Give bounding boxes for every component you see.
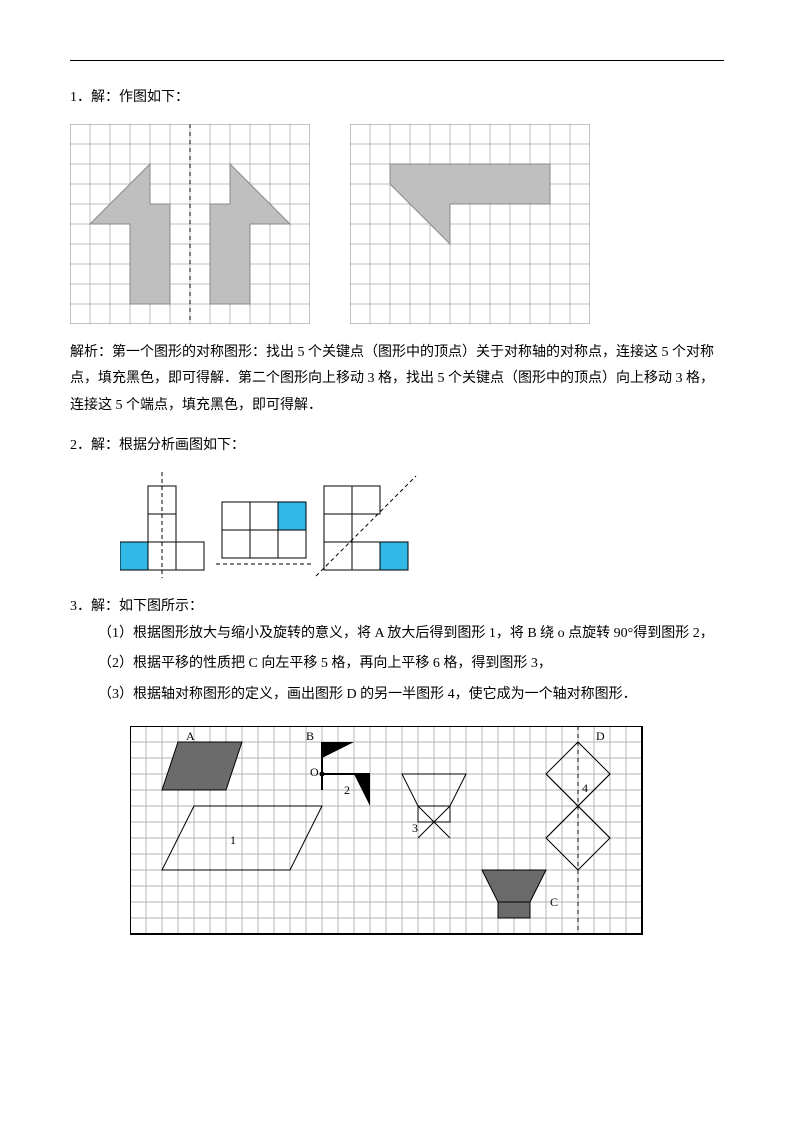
q3-figure: A 1 B O 2 C 3 D 4 (130, 726, 650, 946)
question-3: 3．解：如下图所示： （1）根据图形放大与缩小及旋转的意义，将 A 放大后得到图… (70, 594, 724, 946)
label-C: C (550, 895, 558, 909)
q3-header: 3．解：如下图所示： (70, 594, 724, 621)
label-O: O (310, 765, 319, 779)
q1-header: 1．解：作图如下： (70, 85, 724, 112)
q2-fig3 (316, 476, 416, 576)
q2-fig2 (216, 502, 312, 564)
label-D: D (596, 729, 605, 743)
q3-line1: （1）根据图形放大与缩小及旋转的意义，将 A 放大后得到图形 1，将 B 绕 o… (70, 621, 724, 648)
q1-grid-lshape (350, 124, 590, 324)
q2-figure (120, 470, 420, 580)
label-1: 1 (230, 833, 236, 847)
q1-grid-arrows (70, 124, 310, 324)
q2-fig1 (120, 472, 204, 578)
label-B: B (306, 729, 314, 743)
label-A: A (186, 729, 195, 743)
label-2: 2 (344, 783, 350, 797)
q3-line2: （2）根据平移的性质把 C 向左平移 5 格，再向上平移 6 格，得到图形 3， (70, 651, 724, 678)
question-2: 2．解：根据分析画图如下： (70, 433, 724, 580)
q2-header: 2．解：根据分析画图如下： (70, 433, 724, 460)
question-1: 1．解：作图如下： (70, 85, 724, 419)
label-3: 3 (412, 821, 418, 835)
header-divider (70, 60, 724, 61)
label-4: 4 (582, 781, 588, 795)
q1-analysis: 解析：第一个图形的对称图形：找出 5 个关键点（图形中的顶点）关于对称轴的对称点… (70, 340, 724, 420)
q3-line3: （3）根据轴对称图形的定义，画出图形 D 的另一半图形 4，使它成为一个轴对称图… (70, 682, 724, 709)
q1-figures (70, 124, 724, 324)
